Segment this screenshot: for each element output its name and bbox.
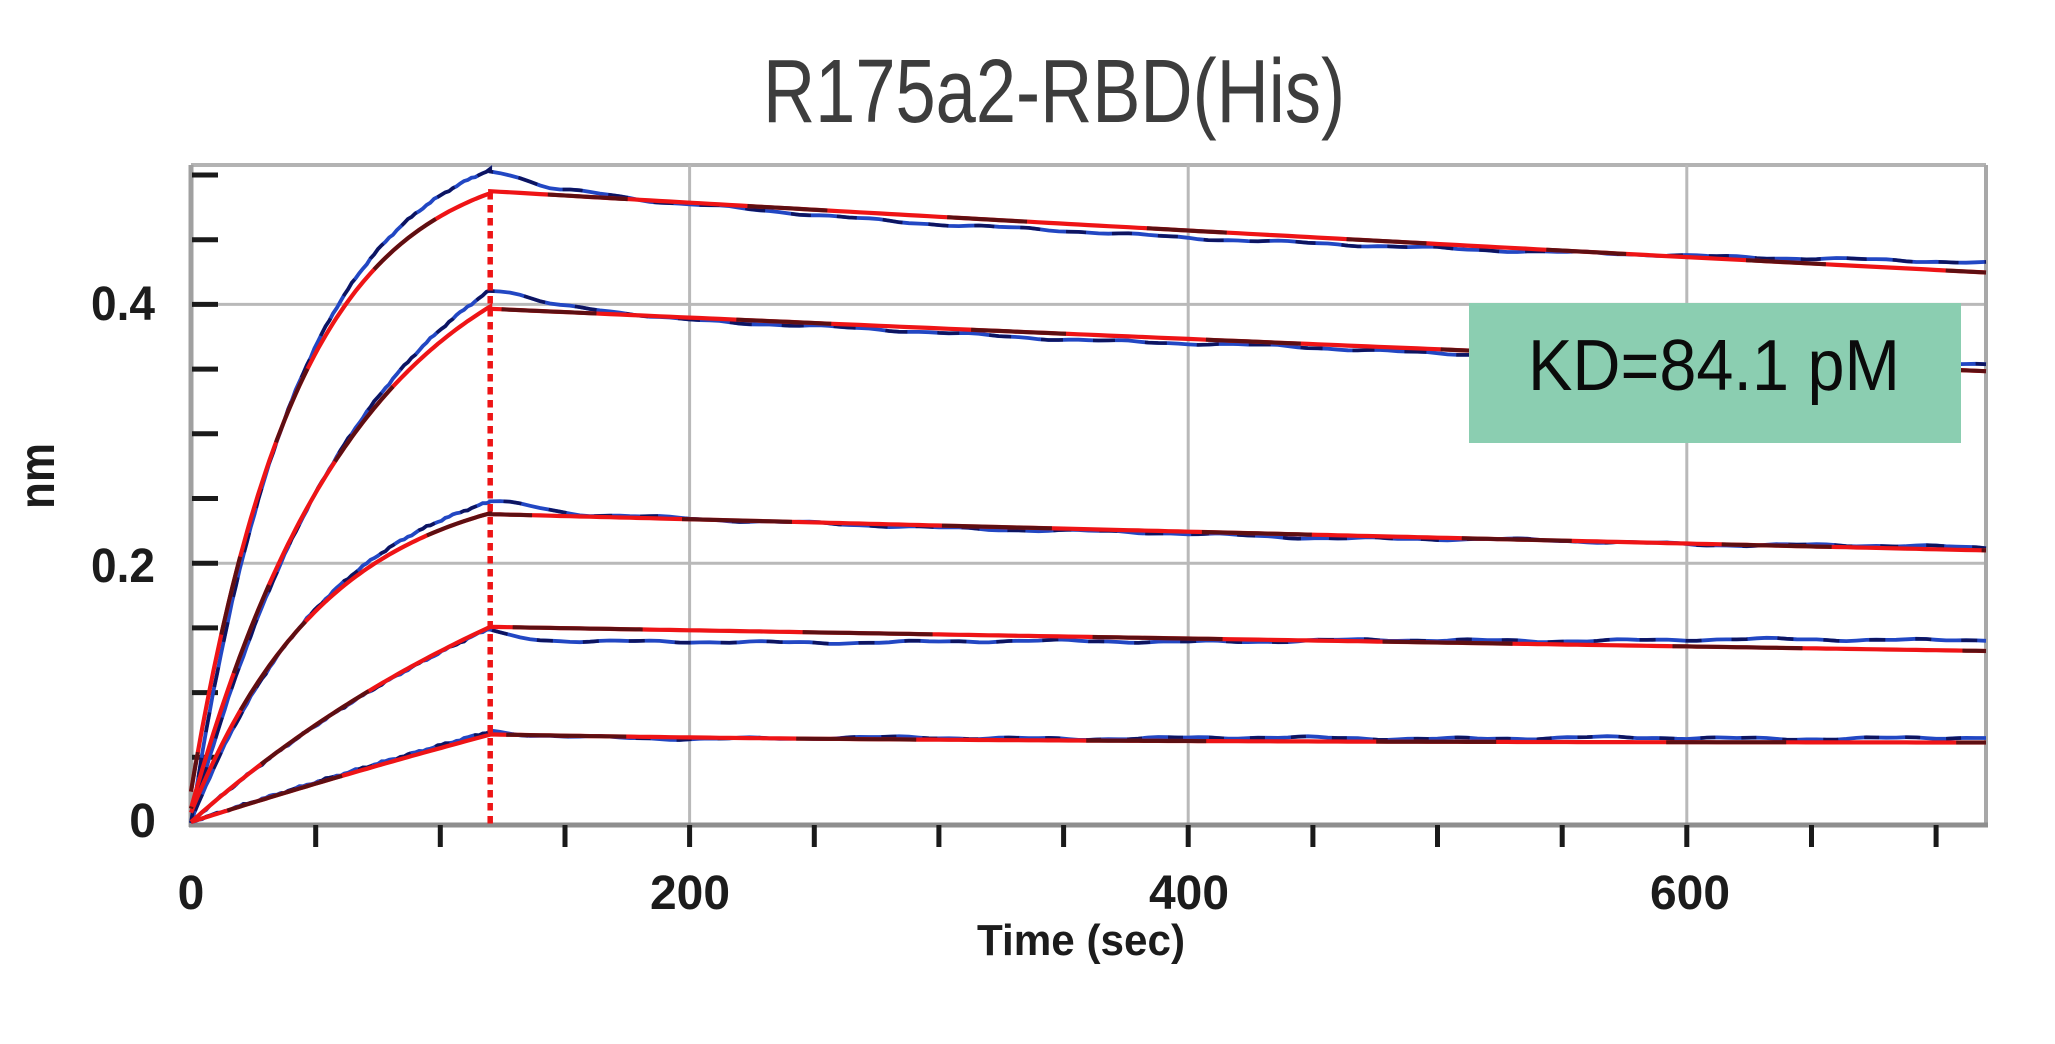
svg-text:nm: nm xyxy=(9,443,65,509)
svg-text:200: 200 xyxy=(650,867,730,920)
svg-text:Time (sec): Time (sec) xyxy=(977,916,1185,965)
svg-text:KD=84.1 pM: KD=84.1 pM xyxy=(1528,326,1900,406)
svg-text:0.4: 0.4 xyxy=(91,278,155,331)
svg-text:0.2: 0.2 xyxy=(91,540,155,593)
svg-text:R175a2-RBD(His): R175a2-RBD(His) xyxy=(763,42,1345,142)
svg-text:0: 0 xyxy=(178,867,205,920)
svg-text:0: 0 xyxy=(129,795,156,848)
svg-text:600: 600 xyxy=(1650,867,1730,920)
svg-text:400: 400 xyxy=(1149,867,1229,920)
